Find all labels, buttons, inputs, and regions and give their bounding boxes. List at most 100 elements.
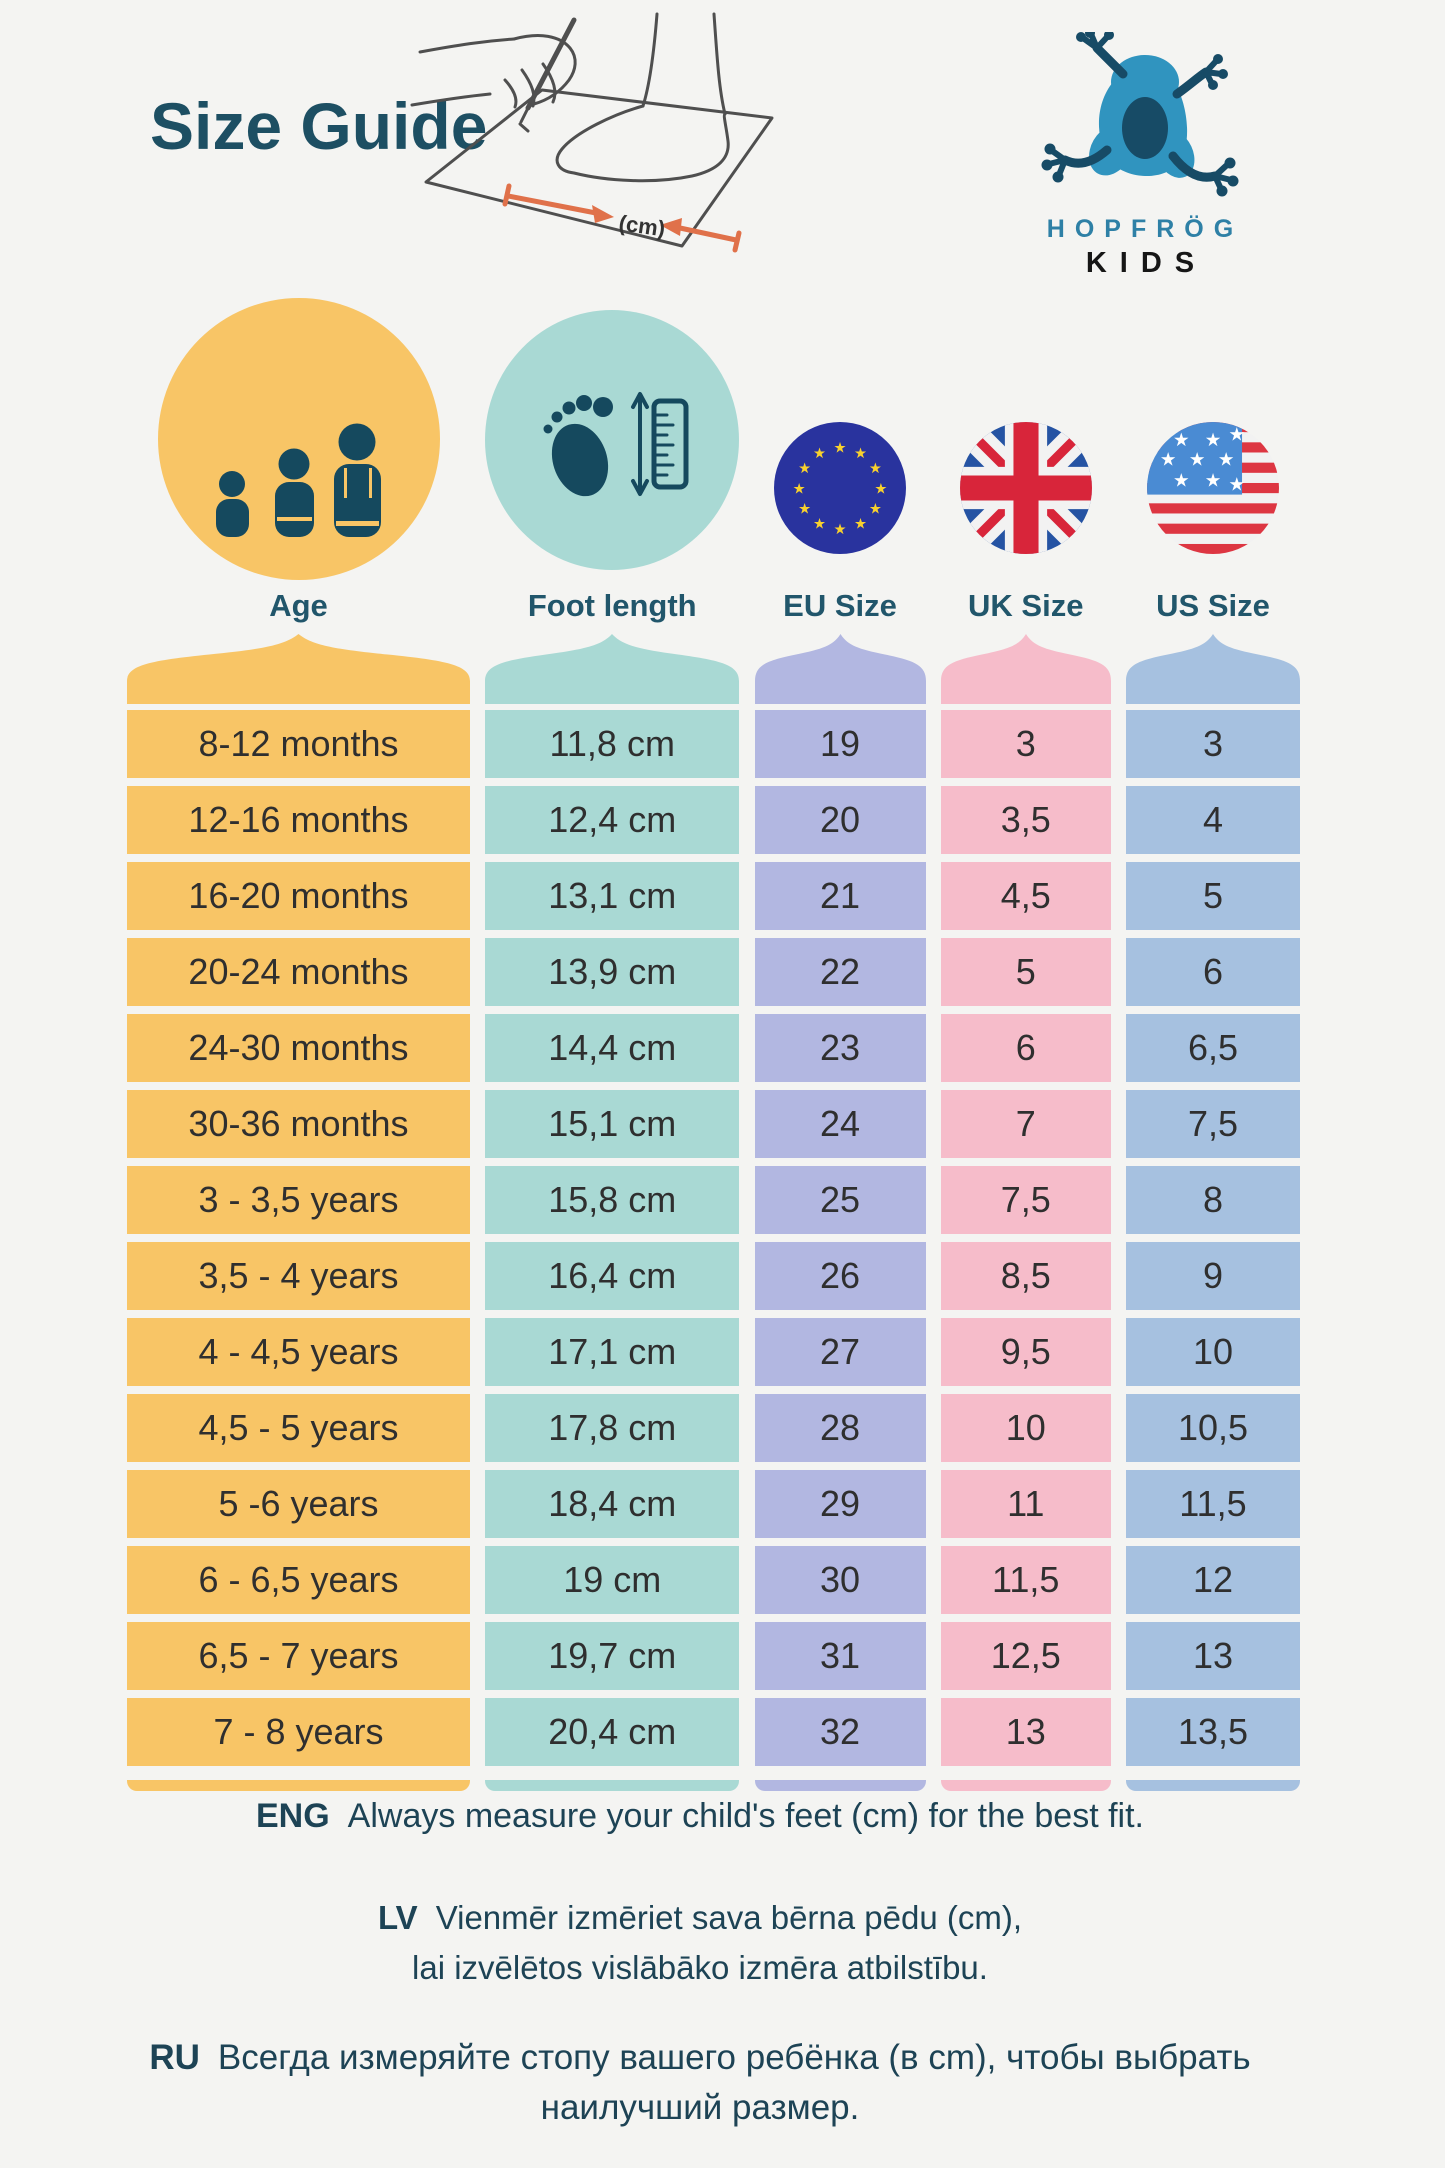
table-cell: 27 bbox=[754, 1318, 926, 1386]
table-cell: 24-30 months bbox=[127, 1014, 470, 1082]
foot-measure-icon bbox=[543, 392, 689, 497]
svg-text:★: ★ bbox=[1218, 450, 1235, 471]
table-cell: 19 bbox=[754, 710, 926, 778]
table-cell: 10,5 bbox=[1126, 1394, 1300, 1462]
table-cell: 5 -6 years bbox=[127, 1470, 470, 1538]
table-cell: 13 bbox=[1126, 1622, 1300, 1690]
table-cell: 4,5 bbox=[940, 862, 1111, 930]
table-cell: 22 bbox=[754, 938, 926, 1006]
note-ru-label: RU bbox=[149, 2038, 200, 2077]
table-cell: 3 - 3,5 years bbox=[127, 1166, 470, 1234]
table-cell: 28 bbox=[754, 1394, 926, 1462]
svg-text:★: ★ bbox=[1160, 450, 1177, 471]
table-cell: 18,4 cm bbox=[485, 1470, 740, 1538]
svg-text:★: ★ bbox=[1205, 430, 1222, 451]
svg-text:★: ★ bbox=[1228, 424, 1245, 445]
table-cell: 12,4 cm bbox=[485, 786, 740, 854]
table-cell: 11,5 bbox=[1126, 1470, 1300, 1538]
column-footer bbox=[754, 1780, 926, 1791]
table-cell: 6 bbox=[1126, 938, 1300, 1006]
svg-text:★: ★ bbox=[798, 502, 811, 518]
column-footer bbox=[485, 1780, 740, 1791]
note-lv-line2: lai izvēlētos vislābāko izmēra atbilstīb… bbox=[412, 1949, 988, 1986]
table-cell: 6,5 - 7 years bbox=[127, 1622, 470, 1690]
note-eng: ENG Always measure your child's feet (cm)… bbox=[0, 1797, 1400, 1836]
table-cell: 10 bbox=[1126, 1318, 1300, 1386]
foot-icon-circle bbox=[485, 310, 740, 570]
table-cell: 9 bbox=[1126, 1242, 1300, 1310]
table-cell: 6 bbox=[940, 1014, 1111, 1082]
table-cell: 11,5 bbox=[940, 1546, 1111, 1614]
cm-measure-arrow: (cm) bbox=[502, 183, 742, 253]
us-flag-icon: ★ ★ ★ ★ ★ ★ ★ ★ ★ bbox=[1147, 422, 1279, 554]
eu-size-column: ★ ★ ★ ★ ★ ★ ★ ★ ★ ★ ★ ★ EU Size 19 20 21 22 23 2… bbox=[754, 288, 926, 1791]
svg-text:★: ★ bbox=[813, 517, 826, 533]
table-cell: 3,5 bbox=[940, 786, 1111, 854]
table-cell: 20 bbox=[754, 786, 926, 854]
table-cell: 31 bbox=[754, 1622, 926, 1690]
table-cell: 8-12 months bbox=[127, 710, 470, 778]
uk-column-arch bbox=[940, 634, 1111, 704]
age-column-label: Age bbox=[269, 588, 328, 623]
svg-text:★: ★ bbox=[869, 502, 882, 518]
note-lv-label: LV bbox=[377, 1899, 418, 1936]
table-cell: 13,1 cm bbox=[485, 862, 740, 930]
table-cell: 24 bbox=[754, 1090, 926, 1158]
svg-text:★: ★ bbox=[874, 481, 887, 497]
us-column-arch bbox=[1126, 634, 1300, 704]
svg-text:★: ★ bbox=[813, 446, 826, 462]
table-cell: 12 bbox=[1126, 1546, 1300, 1614]
table-cell: 5 bbox=[1126, 862, 1300, 930]
cm-label: (cm) bbox=[617, 210, 666, 241]
age-icon-circle bbox=[157, 298, 440, 580]
table-cell: 30-36 months bbox=[127, 1090, 470, 1158]
note-eng-label: ENG bbox=[255, 1797, 330, 1835]
pencil-icon bbox=[525, 17, 577, 111]
note-lv-line1: Vienmēr izmēriet sava bērna pēdu (cm), bbox=[435, 1899, 1023, 1936]
svg-text:★: ★ bbox=[798, 461, 811, 477]
uk-size-column-label: UK Size bbox=[968, 588, 1084, 623]
table-cell: 6,5 bbox=[1126, 1014, 1300, 1082]
foot-column-arch bbox=[485, 634, 740, 704]
table-cell: 10 bbox=[940, 1394, 1111, 1462]
svg-text:★: ★ bbox=[1189, 450, 1206, 471]
age-column-arch bbox=[127, 634, 470, 704]
svg-text:★: ★ bbox=[854, 446, 867, 462]
table-cell: 16,4 cm bbox=[485, 1242, 740, 1310]
age-column: Age 8-12 months 12-16 months 16-20 month… bbox=[127, 288, 470, 1791]
us-size-column: ★ ★ ★ ★ ★ ★ ★ ★ ★ US Size 3 4 5 6 6,5 7,5 8 9 … bbox=[1126, 288, 1300, 1791]
svg-text:★: ★ bbox=[833, 522, 846, 538]
table-cell: 13 bbox=[940, 1698, 1111, 1766]
foot-length-column-label: Foot length bbox=[527, 588, 697, 623]
table-cell: 3,5 - 4 years bbox=[127, 1242, 470, 1310]
svg-text:★: ★ bbox=[833, 440, 846, 456]
svg-text:★: ★ bbox=[1205, 471, 1222, 492]
table-cell: 19,7 cm bbox=[485, 1622, 740, 1690]
note-lv: LV Vienmēr izmēriet sava bērna pēdu (cm),… bbox=[0, 1893, 1400, 1993]
table-cell: 30 bbox=[754, 1546, 926, 1614]
table-cell: 20-24 months bbox=[127, 938, 470, 1006]
foot-tracing-illustration: (cm) bbox=[410, 12, 774, 253]
table-cell: 4 bbox=[1126, 786, 1300, 854]
svg-text:★: ★ bbox=[793, 481, 806, 497]
eu-size-column-label: EU Size bbox=[783, 588, 897, 623]
table-cell: 7,5 bbox=[1126, 1090, 1300, 1158]
table-cell: 11 bbox=[940, 1470, 1111, 1538]
table-cell: 23 bbox=[754, 1014, 926, 1082]
table-cell: 9,5 bbox=[940, 1318, 1111, 1386]
table-cell: 5 bbox=[940, 938, 1111, 1006]
table-cell: 8,5 bbox=[940, 1242, 1111, 1310]
table-cell: 7 bbox=[940, 1090, 1111, 1158]
table-cell: 12,5 bbox=[940, 1622, 1111, 1690]
table-cell: 16-20 months bbox=[127, 862, 470, 930]
column-footer bbox=[127, 1780, 470, 1791]
table-cell: 14,4 cm bbox=[485, 1014, 740, 1082]
table-cell: 17,8 cm bbox=[485, 1394, 740, 1462]
table-cell: 17,1 cm bbox=[485, 1318, 740, 1386]
paper-and-foot-outline bbox=[410, 12, 774, 248]
size-table: Age 8-12 months 12-16 months 16-20 month… bbox=[127, 288, 1300, 1791]
uk-size-column: UK Size 3 3,5 4,5 5 6 7 7,5 8,5 9,5 10 1… bbox=[940, 288, 1111, 1791]
brand-logo: HOPFRÖG KIDS bbox=[1000, 28, 1280, 280]
table-cell: 12-16 months bbox=[127, 786, 470, 854]
